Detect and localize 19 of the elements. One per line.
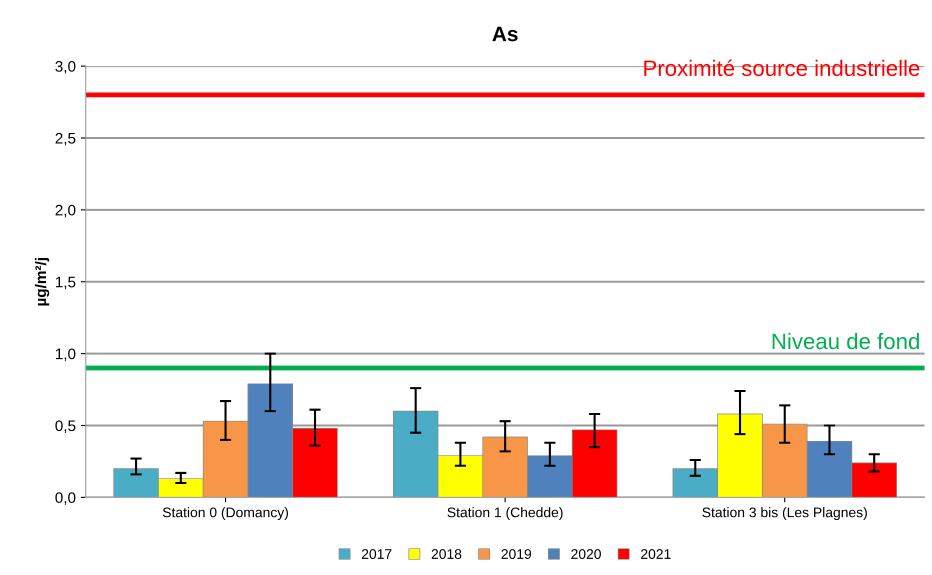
y-tick-label: 1,5	[56, 276, 76, 290]
y-tick-label: 1,0	[56, 348, 76, 362]
y-tick-label: 0,0	[55, 492, 76, 505]
legend-label: 2018	[432, 549, 462, 559]
y-tick-label: 0,5	[55, 420, 76, 433]
y-tick-label: 3,0	[55, 60, 76, 74]
legend-label: 2019	[502, 549, 532, 559]
x-tick-label: Station 1 (Chedde)	[447, 507, 563, 520]
ref-line-label: Niveau de fond	[772, 332, 919, 350]
ref-line-label: Proximité source industrielle	[644, 60, 920, 76]
x-tick-label: Station 0 (Domancy)	[162, 507, 288, 520]
legend-label: 2020	[571, 549, 601, 559]
legend-label: 2021	[641, 549, 671, 559]
y-axis-title: µg/m²/j	[34, 258, 50, 306]
chart-title: As	[492, 26, 518, 42]
legend-label: 2017	[362, 549, 392, 559]
x-tick-label: Station 3 bis (Les Plagnes)	[702, 507, 867, 520]
y-tick-label: 2,5	[56, 132, 76, 146]
y-tick-label: 2,0	[56, 204, 76, 218]
